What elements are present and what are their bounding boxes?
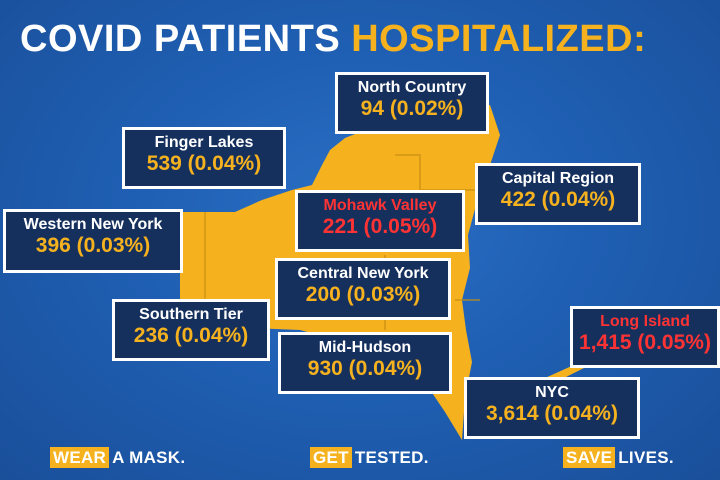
region-name: Southern Tier xyxy=(139,306,243,323)
region-box-long-island: Long Island 1,415 (0.05%) xyxy=(570,306,720,368)
region-value: 539 (0.04%) xyxy=(146,151,262,175)
slogan-tag: SAVE xyxy=(563,447,616,468)
region-value: 396 (0.03%) xyxy=(35,233,151,257)
slogan-save-lives: SAVE LIVES. xyxy=(563,447,674,468)
slogan-tag: GET xyxy=(310,447,352,468)
region-value: 221 (0.05%) xyxy=(322,214,438,238)
region-name: Long Island xyxy=(600,313,690,330)
region-value: 930 (0.04%) xyxy=(307,356,423,380)
region-value: 94 (0.02%) xyxy=(360,96,464,120)
region-name: Mid-Hudson xyxy=(318,339,412,356)
slogan-text: TESTED. xyxy=(354,448,429,467)
region-name: North Country xyxy=(357,79,467,96)
region-box-mid-hudson: Mid-Hudson 930 (0.04%) xyxy=(278,332,452,394)
slogan-text: A MASK. xyxy=(112,448,186,467)
region-box-southern-tier: Southern Tier 236 (0.04%) xyxy=(112,299,270,361)
region-name: Western New York xyxy=(23,216,163,233)
title-prefix: COVID PATIENTS xyxy=(20,18,352,60)
slogan-tag: WEAR xyxy=(50,447,110,468)
page-title: COVID PATIENTS HOSPITALIZED: xyxy=(20,18,646,61)
region-name: NYC xyxy=(535,384,569,401)
slogan-text: LIVES. xyxy=(618,448,674,467)
region-value: 200 (0.03%) xyxy=(305,282,421,306)
region-box-capital-region: Capital Region 422 (0.04%) xyxy=(475,163,641,225)
region-box-finger-lakes: Finger Lakes 539 (0.04%) xyxy=(122,127,286,189)
region-value: 1,415 (0.05%) xyxy=(579,330,711,354)
region-box-north-country: North Country 94 (0.02%) xyxy=(335,72,489,134)
region-box-nyc: NYC 3,614 (0.04%) xyxy=(464,377,640,439)
region-name: Mohawk Valley xyxy=(323,197,437,214)
region-name: Central New York xyxy=(297,265,429,282)
region-name: Capital Region xyxy=(501,170,614,187)
region-value: 236 (0.04%) xyxy=(133,323,249,347)
region-box-central-new-york: Central New York 200 (0.03%) xyxy=(275,258,451,320)
slogan-get-tested: GET TESTED. xyxy=(310,447,429,468)
region-value: 3,614 (0.04%) xyxy=(486,401,618,425)
slogan-wear-a-mask: WEAR A MASK. xyxy=(50,447,186,468)
region-border-2 xyxy=(395,154,421,190)
title-highlight: HOSPITALIZED: xyxy=(351,18,647,60)
region-box-western-new-york: Western New York 396 (0.03%) xyxy=(3,209,183,273)
region-value: 422 (0.04%) xyxy=(500,187,616,211)
region-name: Finger Lakes xyxy=(154,134,254,151)
region-box-mohawk-valley: Mohawk Valley 221 (0.05%) xyxy=(295,190,465,252)
